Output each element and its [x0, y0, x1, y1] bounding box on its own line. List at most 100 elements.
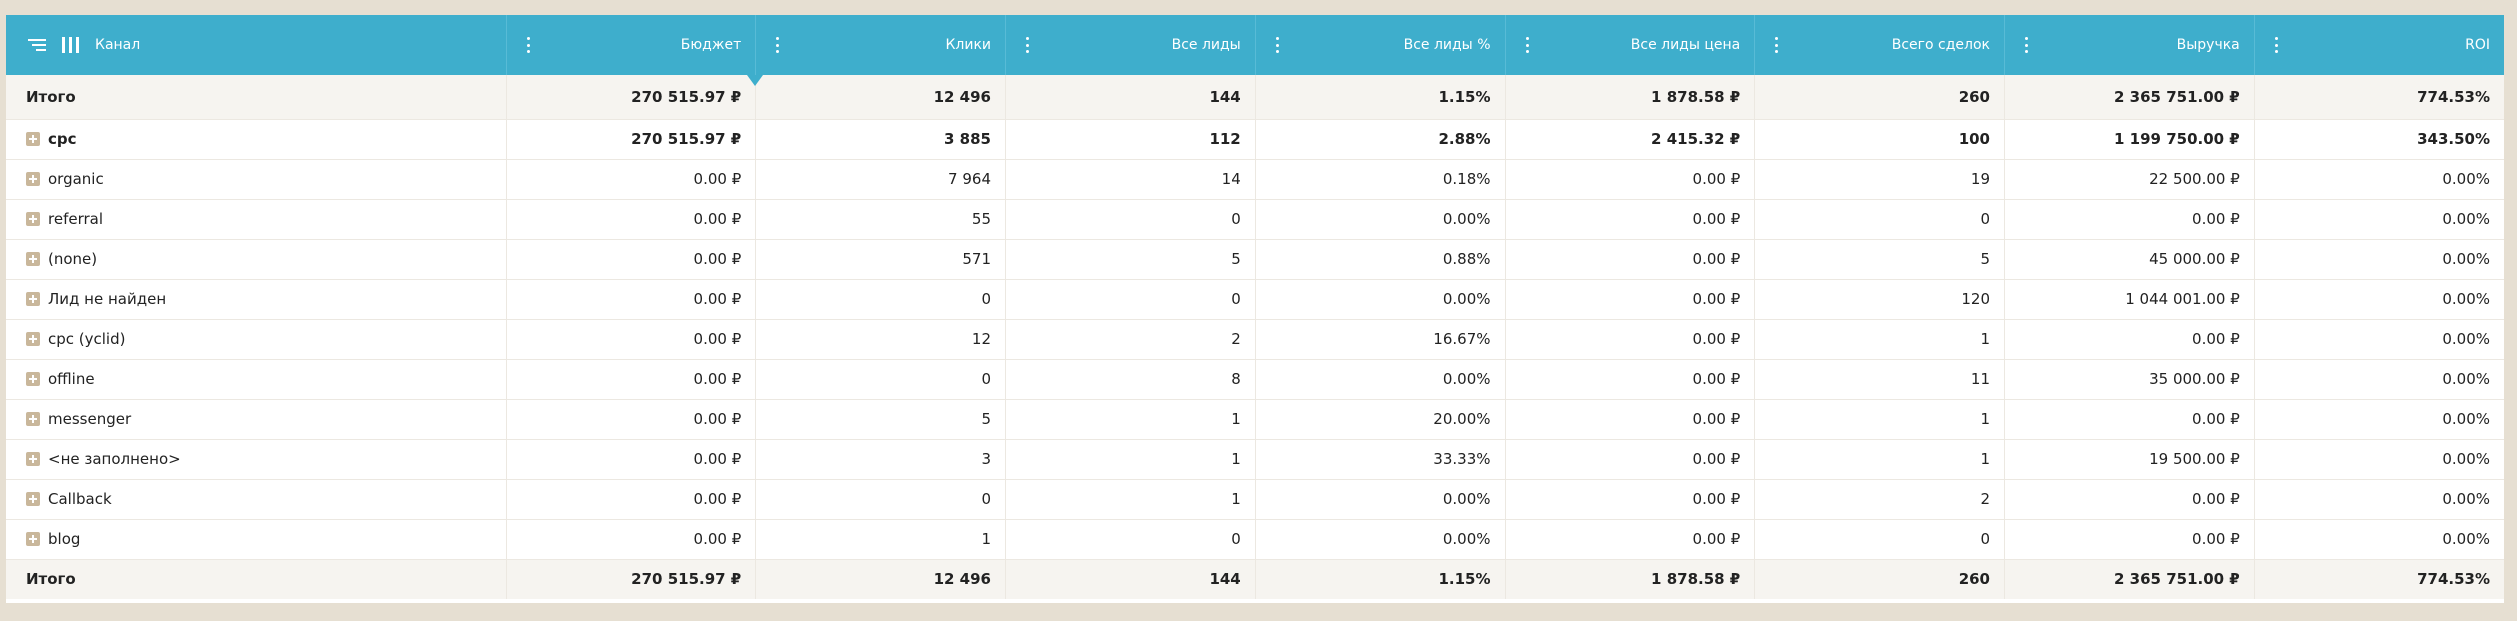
all-leads-price-cell: 0.00 ₽ [1505, 479, 1756, 519]
header-total-deals-label: Всего сделок [1891, 37, 1990, 53]
expand-plus-icon[interactable] [26, 332, 40, 346]
clicks-cell: 1 [755, 519, 1006, 559]
channel-label: blog [48, 530, 81, 548]
revenue-cell: 0.00 ₽ [2004, 519, 2255, 559]
table-row[interactable]: Callback 0.00 ₽0 1 0.00% 0.00 ₽2 0.00 ₽0.00% [6, 479, 2504, 519]
table-row[interactable]: messenger 0.00 ₽5 1 20.00% 0.00 ₽1 0.00 ₽0.00… [6, 399, 2504, 439]
columns-icon[interactable] [62, 37, 79, 53]
table-row[interactable]: blog 0.00 ₽1 0 0.00% 0.00 ₽0 0.00 ₽0.00% [6, 519, 2504, 559]
expand-plus-icon[interactable] [26, 452, 40, 466]
total-roi: 774.53% [2417, 570, 2490, 589]
table-row[interactable]: Лид не найден 0.00 ₽0 0 0.00% 0.00 ₽120 1 044… [6, 279, 2504, 319]
table-row[interactable]: <не заполнено> 0.00 ₽3 1 33.33% 0.00 ₽1 19 50… [6, 439, 2504, 479]
all-leads-percent-cell: 0.00% [1255, 279, 1506, 319]
total-revenue: 2 365 751.00 ₽ [2004, 75, 2255, 119]
channel-cell: Callback [6, 479, 507, 519]
channel-label: <не заполнено> [48, 450, 181, 468]
total-all-leads: 144 [1005, 559, 1256, 599]
header-total-deals[interactable]: Всего сделок [1754, 15, 2005, 75]
expand-plus-icon[interactable] [26, 252, 40, 266]
expand-plus-icon[interactable] [26, 212, 40, 226]
channel-cell: messenger [6, 399, 507, 439]
roi-cell: 0.00% [2442, 290, 2490, 308]
clicks-cell: 12 [755, 319, 1006, 359]
expand-plus-icon[interactable] [26, 532, 40, 546]
expand-plus-icon[interactable] [26, 372, 40, 386]
all-leads-price-cell: 0.00 ₽ [1505, 159, 1756, 199]
expand-plus-icon[interactable] [26, 292, 40, 306]
all-leads-percent-cell: 0.18% [1255, 159, 1506, 199]
channel-cell: Лид не найден [6, 279, 507, 319]
budget-cell: 0.00 ₽ [506, 439, 757, 479]
budget-cell: 0.00 ₽ [506, 399, 757, 439]
all-leads-price-cell: 0.00 ₽ [1505, 439, 1756, 479]
expand-plus-icon[interactable] [26, 172, 40, 186]
report-table-panel: Канал Бюджет Клики Все лиды Все лиды % [6, 15, 2504, 603]
header-budget[interactable]: Бюджет [506, 15, 764, 86]
expand-plus-icon[interactable] [26, 412, 40, 426]
roi-cell: 0.00% [2442, 370, 2490, 388]
header-all-leads-price[interactable]: Все лиды цена [1505, 15, 1756, 75]
header-revenue[interactable]: Выручка [2004, 15, 2255, 75]
clicks-cell: 0 [755, 359, 1006, 399]
table-row[interactable]: cpc 270 515.97 ₽3 885 112 2.88% 2 415.32 ₽10… [6, 119, 2504, 159]
all-leads-cell: 0 [1005, 199, 1256, 239]
channel-cell: <не заполнено> [6, 439, 507, 479]
all-leads-cell: 0 [1005, 519, 1256, 559]
total-row-top: Итого 270 515.97 ₽ 12 496 144 1.15% 1 87… [6, 75, 2504, 119]
expand-plus-icon[interactable] [26, 492, 40, 506]
deals-cell: 1 [1754, 319, 2005, 359]
sort-indicator-icon [747, 75, 764, 86]
header-all-leads[interactable]: Все лиды [1005, 15, 1256, 75]
budget-cell: 0.00 ₽ [506, 479, 757, 519]
column-menu-icon[interactable] [526, 37, 531, 53]
column-menu-icon[interactable] [2274, 37, 2279, 53]
all-leads-percent-cell: 0.00% [1255, 479, 1506, 519]
revenue-cell: 1 044 001.00 ₽ [2004, 279, 2255, 319]
revenue-cell: 35 000.00 ₽ [2004, 359, 2255, 399]
table-row[interactable]: cpc (yclid) 0.00 ₽12 2 16.67% 0.00 ₽1 0.00 ₽0… [6, 319, 2504, 359]
roi-cell: 0.00% [2442, 490, 2490, 508]
all-leads-cell: 1 [1005, 399, 1256, 439]
deals-cell: 11 [1754, 359, 2005, 399]
clicks-cell: 0 [755, 279, 1006, 319]
revenue-cell: 1 199 750.00 ₽ [2004, 119, 2255, 159]
channel-report-table: Канал Бюджет Клики Все лиды Все лиды % [6, 15, 2504, 599]
all-leads-price-cell: 0.00 ₽ [1505, 399, 1756, 439]
expand-plus-icon[interactable] [26, 132, 40, 146]
revenue-cell: 0.00 ₽ [2004, 479, 2255, 519]
header-roi[interactable]: ROI [2254, 15, 2504, 75]
total-label: Итого [6, 75, 507, 119]
table-row[interactable]: (none) 0.00 ₽571 5 0.88% 0.00 ₽5 45 000.00 ₽0… [6, 239, 2504, 279]
header-channel-label[interactable]: Канал [95, 37, 141, 53]
all-leads-percent-cell: 0.00% [1255, 359, 1506, 399]
table-row[interactable]: offline 0.00 ₽0 8 0.00% 0.00 ₽11 35 000.00 ₽0… [6, 359, 2504, 399]
header-clicks[interactable]: Клики [755, 15, 1006, 75]
header-row: Канал Бюджет Клики Все лиды Все лиды % [6, 15, 2504, 86]
all-leads-price-cell: 0.00 ₽ [1505, 359, 1756, 399]
table-row[interactable]: organic 0.00 ₽7 964 14 0.18% 0.00 ₽19 22 500.… [6, 159, 2504, 199]
header-all-leads-percent-label: Все лиды % [1403, 37, 1491, 53]
column-menu-icon[interactable] [1275, 37, 1280, 53]
channel-label: messenger [48, 410, 132, 428]
column-menu-icon[interactable] [1026, 37, 1030, 53]
deals-cell: 1 [1754, 439, 2005, 479]
channel-cell: referral [6, 199, 507, 239]
roi-cell: 0.00% [2442, 250, 2490, 268]
header-clicks-label: Клики [945, 37, 991, 53]
header-all-leads-percent[interactable]: Все лиды % [1255, 15, 1506, 75]
budget-cell: 0.00 ₽ [506, 239, 757, 279]
sort-levels-icon[interactable] [28, 39, 46, 51]
total-budget: 270 515.97 ₽ [506, 559, 757, 599]
column-menu-icon[interactable] [776, 37, 780, 53]
column-menu-icon[interactable] [2025, 37, 2029, 53]
all-leads-price-cell: 0.00 ₽ [1505, 519, 1756, 559]
clicks-cell: 3 885 [755, 119, 1006, 159]
budget-cell: 0.00 ₽ [506, 159, 757, 199]
revenue-cell: 45 000.00 ₽ [2004, 239, 2255, 279]
table-row[interactable]: referral 0.00 ₽55 0 0.00% 0.00 ₽0 0.00 ₽0.00% [6, 199, 2504, 239]
header-revenue-label: Выручка [2176, 37, 2240, 53]
deals-cell: 5 [1754, 239, 2005, 279]
column-menu-icon[interactable] [1775, 37, 1779, 53]
column-menu-icon[interactable] [1525, 37, 1530, 53]
